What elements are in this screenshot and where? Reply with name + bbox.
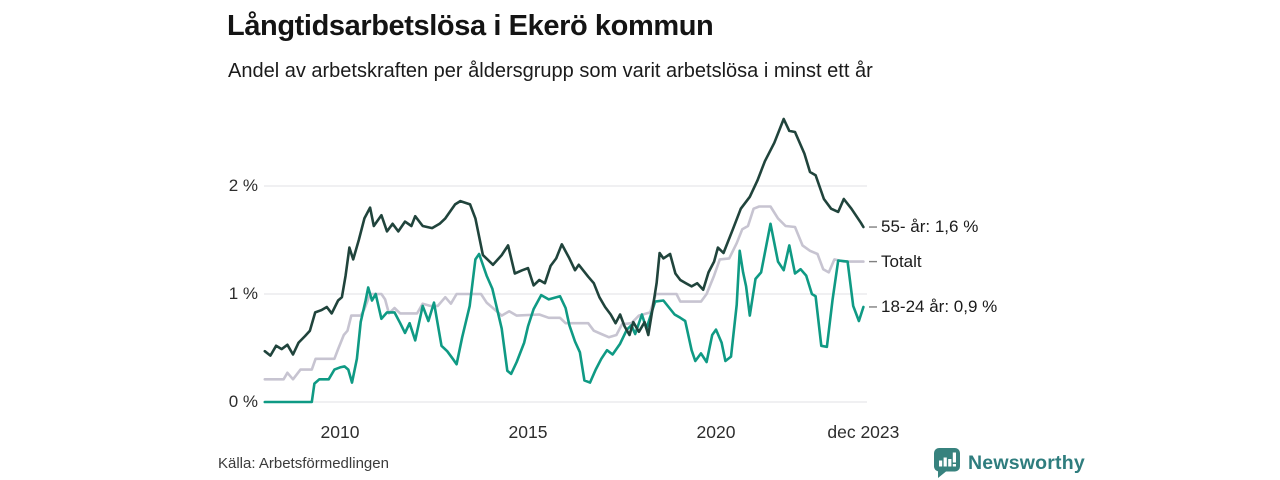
chart-title: Långtidsarbetslösa i Ekerö kommun (227, 10, 714, 42)
newsworthy-logo: Newsworthy (934, 448, 1085, 478)
series-end-label-18-24-ar: 18-24 år: 0,9 % (881, 296, 998, 316)
x-tick-label: 2020 (696, 422, 736, 442)
source-note: Källa: Arbetsförmedlingen (218, 455, 389, 472)
y-tick-label: 1 % (228, 284, 258, 303)
newsworthy-logo-text: Newsworthy (968, 451, 1085, 474)
newsworthy-logo-icon (934, 448, 960, 478)
x-tick-label: 2010 (320, 422, 360, 442)
series-line-18-24-ar (263, 222, 865, 404)
series-line-totalt (263, 205, 865, 381)
series-end-label-totalt: Totalt (881, 251, 922, 271)
y-tick-label: 2 % (228, 176, 258, 195)
x-tick-label: dec 2023 (827, 422, 900, 442)
chart-subtitle: Andel av arbetskraften per åldersgrupp s… (228, 60, 873, 82)
x-tick-label: 2015 (508, 422, 548, 442)
y-tick-label: 0 % (228, 392, 258, 411)
series-end-label-55-ar: 55- år: 1,6 % (881, 217, 979, 237)
series-line-55-ar (263, 117, 865, 357)
